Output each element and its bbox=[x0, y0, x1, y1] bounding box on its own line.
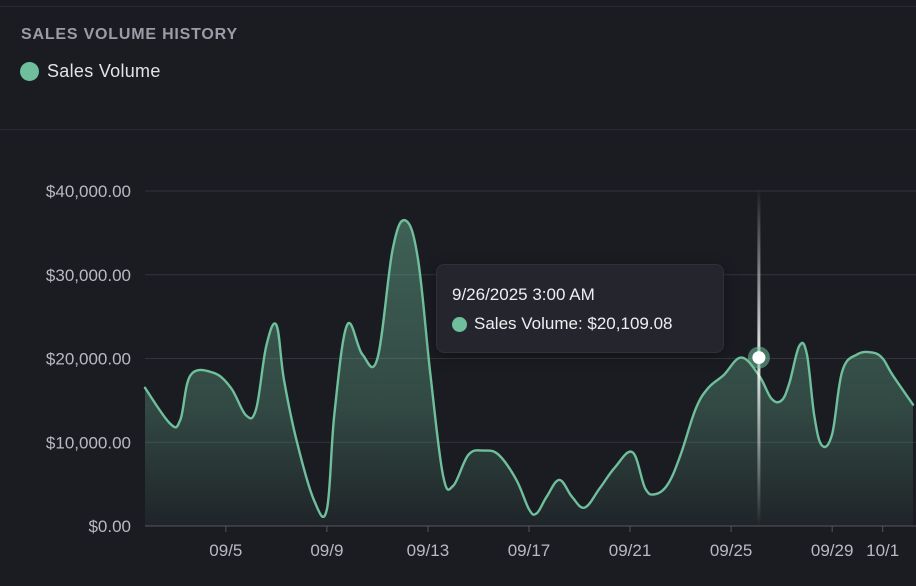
panel-title: SALES VOLUME HISTORY bbox=[21, 26, 238, 43]
x-tick-label: 09/5 bbox=[209, 541, 242, 560]
tooltip-date: 9/26/2025 3:00 AM bbox=[452, 285, 595, 304]
sales-volume-chart[interactable]: $0.00 $10,000.00 $20,000.00 $30,000.00 $40,0… bbox=[0, 130, 916, 586]
tooltip-row: Sales Volume: $20,109.08 bbox=[452, 314, 672, 334]
highlight-point bbox=[752, 351, 766, 365]
chart-tooltip: 9/26/2025 3:00 AM Sales Volume: $20,109.… bbox=[436, 264, 724, 353]
y-tick-label: $20,000.00 bbox=[46, 350, 131, 369]
legend-swatch-sales-volume bbox=[20, 62, 39, 81]
chart-area[interactable]: $0.00 $10,000.00 $20,000.00 $30,000.00 $40,0… bbox=[0, 130, 916, 586]
y-tick-label: $0.00 bbox=[88, 517, 131, 536]
y-tick-label: $40,000.00 bbox=[46, 182, 131, 201]
top-divider bbox=[0, 6, 916, 7]
tooltip-value: Sales Volume: $20,109.08 bbox=[474, 314, 673, 333]
x-tick-label: 10/1 bbox=[866, 541, 899, 560]
x-tick-label: 09/29 bbox=[811, 541, 854, 560]
header-divider bbox=[0, 129, 916, 130]
y-tick-label: $30,000.00 bbox=[46, 266, 131, 285]
y-tick-label: $10,000.00 bbox=[46, 433, 131, 452]
tooltip-swatch bbox=[452, 316, 467, 332]
x-tick-label: 09/17 bbox=[508, 541, 551, 560]
x-tick-label: 09/9 bbox=[310, 541, 343, 560]
series-line-sales-volume bbox=[143, 218, 915, 519]
x-tick-label: 09/13 bbox=[407, 541, 450, 560]
legend[interactable]: Sales Volume bbox=[20, 61, 161, 82]
series-area-sales-volume bbox=[145, 220, 913, 526]
panel-header: SALES VOLUME HISTORY Sales Volume bbox=[0, 7, 916, 129]
x-tick-label: 09/25 bbox=[710, 541, 753, 560]
legend-label-sales-volume[interactable]: Sales Volume bbox=[47, 61, 161, 81]
x-tick-label: 09/21 bbox=[609, 541, 652, 560]
